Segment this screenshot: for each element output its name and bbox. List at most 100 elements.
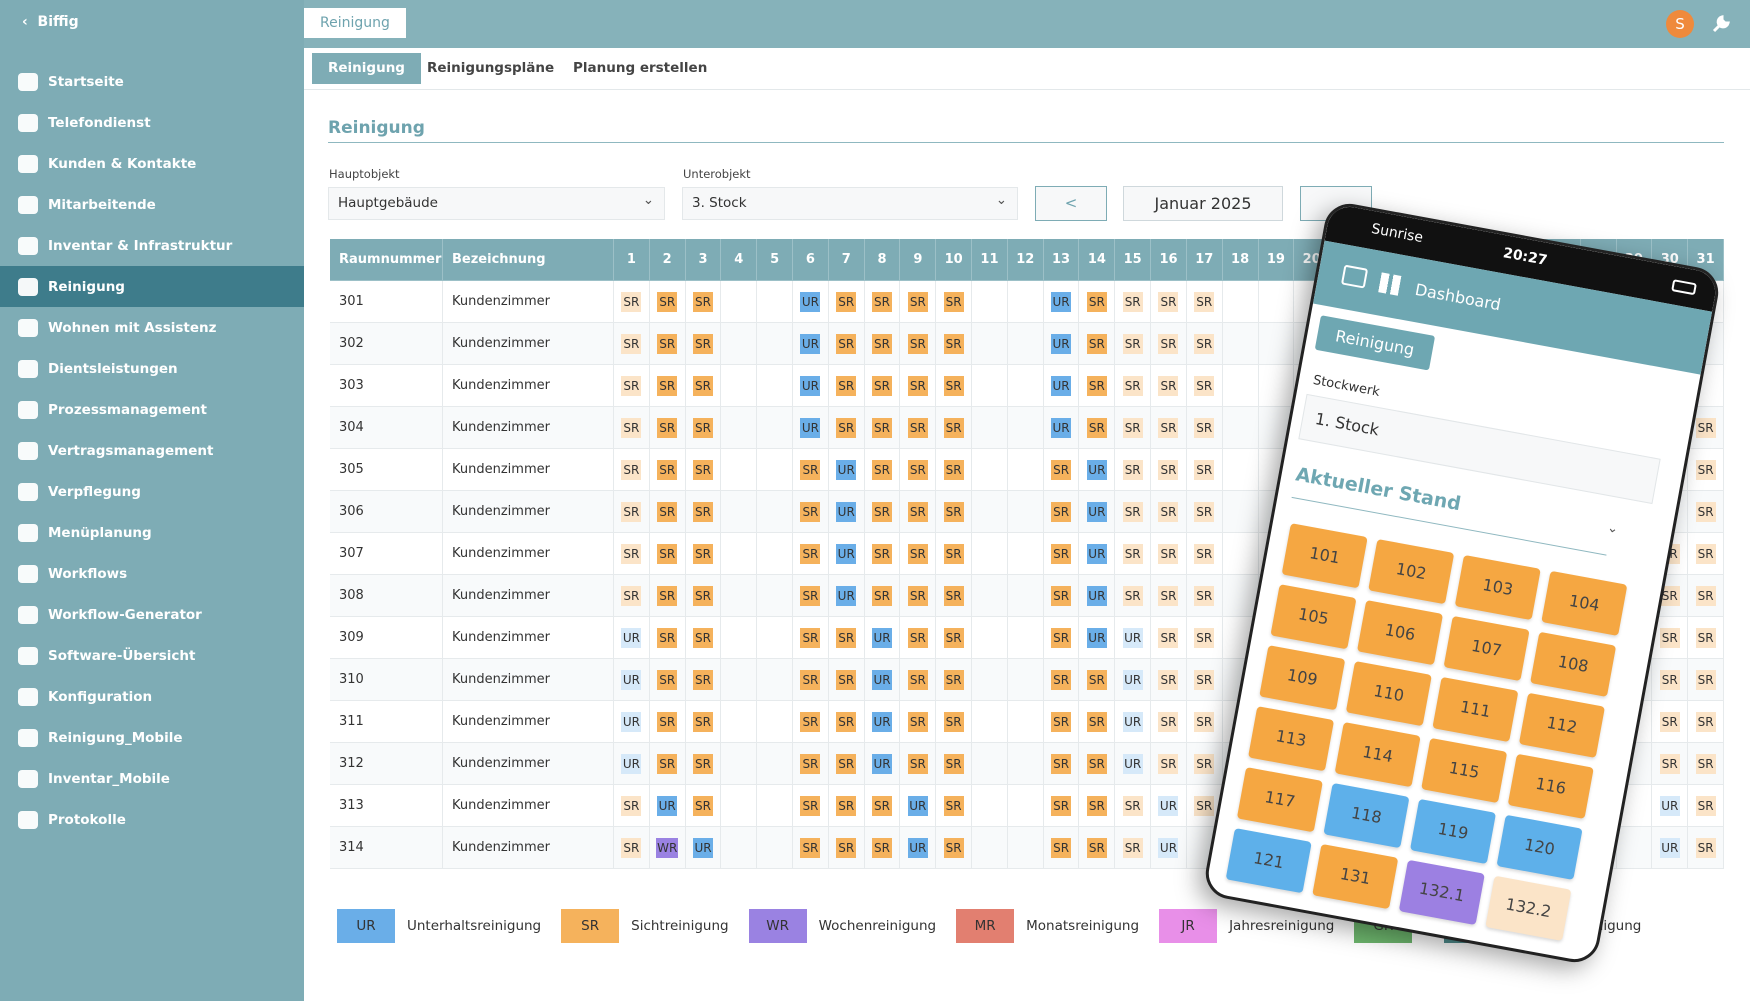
schedule-badge[interactable]: UR [800, 333, 821, 354]
schedule-badge[interactable]: SR [943, 585, 964, 606]
schedule-badge[interactable]: SR [943, 795, 964, 816]
top-tab[interactable]: Reinigung [304, 8, 406, 38]
schedule-badge[interactable]: SR [621, 837, 642, 858]
schedule-badge[interactable]: SR [836, 795, 857, 816]
avatar[interactable]: S [1666, 10, 1694, 38]
app-tab[interactable]: Reinigung [1314, 315, 1436, 371]
schedule-badge[interactable]: UR [1122, 753, 1143, 774]
schedule-badge[interactable]: SR [1086, 753, 1107, 774]
month-display[interactable]: Januar 2025 [1123, 186, 1283, 221]
schedule-badge[interactable]: SR [1659, 669, 1680, 690]
schedule-badge[interactable]: UR [621, 753, 642, 774]
schedule-badge[interactable]: SR [943, 543, 964, 564]
schedule-badge[interactable]: SR [1122, 501, 1143, 522]
schedule-badge[interactable]: SR [1695, 585, 1716, 606]
schedule-badge[interactable]: SR [657, 753, 678, 774]
schedule-badge[interactable]: UR [1086, 585, 1107, 606]
schedule-badge[interactable]: SR [693, 543, 713, 564]
schedule-badge[interactable]: SR [1122, 375, 1143, 396]
schedule-badge[interactable]: SR [943, 333, 964, 354]
room-tile[interactable]: 111 [1432, 676, 1519, 743]
schedule-badge[interactable]: SR [907, 375, 928, 396]
schedule-badge[interactable]: SR [1659, 627, 1680, 648]
schedule-badge[interactable]: SR [1051, 501, 1072, 522]
schedule-badge[interactable]: SR [1086, 291, 1107, 312]
schedule-badge[interactable]: SR [693, 753, 713, 774]
schedule-badge[interactable]: SR [1158, 711, 1179, 732]
schedule-badge[interactable]: SR [1086, 375, 1107, 396]
schedule-badge[interactable]: SR [1122, 795, 1143, 816]
schedule-badge[interactable]: SR [1695, 627, 1716, 648]
schedule-badge[interactable]: SR [907, 669, 928, 690]
select[interactable]: Hauptgebäude [328, 185, 665, 220]
schedule-badge[interactable]: SR [800, 459, 821, 480]
schedule-badge[interactable]: SR [907, 543, 928, 564]
schedule-badge[interactable]: SR [836, 753, 857, 774]
schedule-badge[interactable]: SR [1122, 417, 1143, 438]
schedule-badge[interactable]: SR [836, 375, 857, 396]
nav-item[interactable]: Mitarbeitende [0, 184, 304, 225]
schedule-badge[interactable]: UR [1122, 711, 1143, 732]
schedule-badge[interactable]: UR [836, 501, 857, 522]
schedule-badge[interactable]: SR [1659, 585, 1680, 606]
schedule-badge[interactable]: SR [693, 627, 713, 648]
schedule-badge[interactable]: SR [1695, 711, 1716, 732]
schedule-badge[interactable]: UR [907, 837, 928, 858]
schedule-badge[interactable]: SR [1122, 459, 1143, 480]
schedule-badge[interactable]: SR [1194, 711, 1215, 732]
schedule-badge[interactable]: SR [836, 627, 857, 648]
schedule-badge[interactable]: SR [1158, 333, 1179, 354]
schedule-badge[interactable]: UR [621, 627, 642, 648]
nav-item[interactable]: Kunden & Kontakte [0, 143, 304, 184]
schedule-badge[interactable]: UR [1158, 795, 1179, 816]
schedule-badge[interactable]: UR [1051, 291, 1072, 312]
schedule-badge[interactable]: UR [1086, 501, 1107, 522]
schedule-badge[interactable]: SR [1158, 585, 1179, 606]
schedule-badge[interactable]: SR [1158, 375, 1179, 396]
schedule-badge[interactable]: SR [621, 375, 642, 396]
schedule-badge[interactable]: SR [1695, 753, 1716, 774]
schedule-badge[interactable]: SR [1122, 543, 1143, 564]
schedule-badge[interactable]: SR [943, 669, 964, 690]
room-tile[interactable]: 119 [1409, 798, 1497, 865]
schedule-badge[interactable]: WR [656, 837, 679, 858]
nav-item[interactable]: Inventar & Infrastruktur [0, 225, 304, 266]
room-tile[interactable]: 106 [1356, 600, 1444, 666]
tab[interactable]: Reinigung [312, 53, 421, 84]
schedule-badge[interactable]: SR [872, 459, 893, 480]
schedule-badge[interactable]: SR [1695, 795, 1716, 816]
schedule-badge[interactable]: SR [693, 291, 713, 312]
schedule-badge[interactable]: SR [943, 837, 964, 858]
nav-item[interactable]: Vertragsmanagement [0, 430, 304, 471]
schedule-badge[interactable]: UR [657, 795, 678, 816]
schedule-badge[interactable]: SR [657, 627, 678, 648]
schedule-badge[interactable]: UR [800, 291, 821, 312]
schedule-badge[interactable]: SR [1051, 543, 1072, 564]
room-tile[interactable]: 101 [1281, 523, 1368, 589]
schedule-badge[interactable]: SR [800, 837, 821, 858]
schedule-badge[interactable]: SR [1122, 291, 1143, 312]
schedule-badge[interactable]: SR [621, 459, 642, 480]
nav-item[interactable]: Protokolle [0, 799, 304, 840]
room-tile[interactable]: 109 [1259, 645, 1346, 711]
schedule-badge[interactable]: SR [657, 291, 678, 312]
schedule-badge[interactable]: SR [907, 417, 928, 438]
schedule-badge[interactable]: SR [693, 417, 713, 438]
schedule-badge[interactable]: SR [907, 711, 928, 732]
schedule-badge[interactable]: SR [836, 669, 857, 690]
schedule-badge[interactable]: UR [1659, 795, 1680, 816]
schedule-badge[interactable]: SR [1051, 585, 1072, 606]
schedule-badge[interactable]: SR [1051, 795, 1072, 816]
schedule-badge[interactable]: SR [836, 291, 857, 312]
schedule-badge[interactable]: SR [800, 669, 821, 690]
schedule-badge[interactable]: UR [1086, 459, 1107, 480]
schedule-badge[interactable]: SR [1194, 375, 1215, 396]
schedule-badge[interactable]: SR [907, 585, 928, 606]
schedule-badge[interactable]: SR [943, 375, 964, 396]
schedule-badge[interactable]: UR [621, 669, 642, 690]
schedule-badge[interactable]: SR [907, 333, 928, 354]
room-tile[interactable]: 103 [1454, 554, 1541, 621]
nav-item[interactable]: Menüplanung [0, 512, 304, 553]
nav-item[interactable]: Verpflegung [0, 471, 304, 512]
schedule-badge[interactable]: SR [943, 627, 964, 648]
